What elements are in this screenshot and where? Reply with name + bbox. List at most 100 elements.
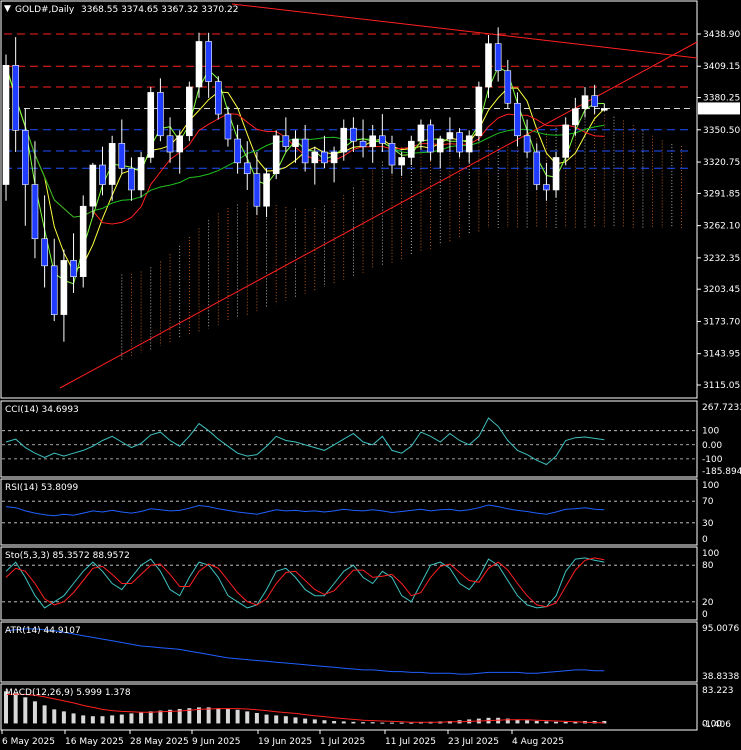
candle-body [272, 135, 280, 175]
rsi-pane[interactable]: 100 70 30 0 RSI(14) 53.8099 [0, 478, 719, 546]
pane-title: ATR(14) 44.9107 [5, 626, 81, 636]
axis-label: -100 [702, 455, 723, 465]
candle-body [465, 135, 473, 153]
macd-bar [139, 712, 144, 724]
macd-bar [245, 711, 250, 724]
pane-title: RSI(14) 53.8099 [5, 483, 78, 493]
axis-label: 100 [702, 427, 719, 437]
candle-body [350, 127, 357, 142]
candle-body [12, 65, 19, 131]
candle-body [292, 138, 299, 147]
macd-bar [274, 715, 279, 724]
candle-body [321, 151, 328, 164]
pane-title: MACD(12,26,9) 5.999 1.378 [5, 688, 131, 698]
price-tick-label: 3409.15 [703, 62, 740, 72]
trendline-up[interactable] [59, 41, 698, 389]
candle-body [128, 167, 135, 191]
indicator-line [5, 557, 605, 609]
candle-body [79, 205, 87, 277]
macd-bar [42, 705, 47, 724]
axis-label: 0.00 [702, 441, 722, 451]
candle-body [31, 184, 39, 240]
atr-pane[interactable]: 95.0076 38.8338 ATR(14) 44.9107 [0, 621, 739, 683]
pane-title: CCI(14) 34.6993 [5, 405, 79, 415]
candle-body [234, 138, 241, 164]
trendline-down[interactable] [231, 3, 698, 59]
candle-body [562, 124, 570, 158]
trendlines[interactable] [59, 3, 698, 389]
macd-bar [168, 709, 173, 724]
axis-label: 100 [702, 549, 719, 559]
candle-body [552, 157, 560, 191]
candle-body [282, 135, 290, 147]
candle-body [379, 135, 386, 144]
candle-body [311, 151, 319, 164]
axis-label: 95.0076 [702, 624, 739, 634]
macd-bar [206, 707, 211, 724]
candle-body [108, 143, 116, 185]
macd-bar [187, 708, 192, 724]
candle-body [407, 140, 415, 158]
time-tick-label: 28 May 2025 [130, 737, 189, 747]
price-pane[interactable]: 3438.90 3409.15 3380.25 3350.50 3320.75 3291.… [0, 0, 740, 399]
macd-bar [399, 722, 404, 724]
candle-body [475, 86, 483, 137]
time-tick-label: 1 Jul 2025 [320, 737, 365, 747]
macd-bar [52, 709, 57, 724]
stochastic-pane[interactable]: 100 80 20 0 Sto(5,3,3) 85.3572 88.9572 [0, 546, 719, 621]
macd-bar [23, 697, 28, 724]
macd-bar [534, 721, 539, 724]
macd-bar [225, 708, 230, 724]
pane-frame [0, 621, 698, 683]
indicator-line [5, 628, 605, 675]
indicator-line [5, 693, 605, 724]
axis-label: 30 [702, 519, 714, 529]
candle-body [243, 162, 251, 175]
macd-bar [13, 693, 18, 724]
candle-body [253, 173, 261, 207]
axis-label: -1.406 [702, 720, 731, 730]
indicator-line [5, 504, 605, 517]
candle-body [186, 86, 193, 137]
candle-body [205, 41, 212, 82]
macd-bar [525, 720, 530, 724]
candle-body [224, 113, 232, 140]
axis-label: 0 [702, 610, 708, 620]
macd-bar [283, 716, 288, 724]
macd-bar [264, 714, 269, 724]
cci-pane[interactable]: 267.7233 100 0.00 -100 -185.8945 CCI(14) 34.6… [0, 400, 741, 478]
macd-pane[interactable]: 83.223 0.00-1.406 MACD(12,26,9) 5.999 1.37… [0, 683, 734, 731]
candle-body [359, 140, 367, 147]
candle-body [446, 132, 454, 140]
symbol-label: GOLD#,Daily [15, 5, 75, 15]
candle-body [523, 135, 531, 153]
time-tick-label: 11 Jul 2025 [385, 737, 436, 747]
macd-bar [303, 718, 308, 724]
macd-bar [129, 713, 134, 724]
macd-bar [332, 721, 337, 724]
candle-body [427, 124, 434, 153]
candle-body [41, 238, 48, 267]
axis-label: 83.223 [702, 686, 734, 696]
candle-body [485, 43, 492, 88]
macd-bar [322, 720, 327, 724]
macd-bar [71, 713, 76, 724]
candle-body [99, 164, 106, 185]
axis-label: 0.00 [702, 719, 722, 729]
axis-label: 80 [702, 561, 714, 571]
macd-bar [341, 721, 346, 724]
candle-body [118, 143, 126, 169]
dropdown-arrow-icon[interactable]: ▼ [4, 4, 11, 14]
axis-label: -185.8945 [702, 467, 741, 477]
chart-header: ▼ GOLD#,Daily 3368.55 3374.65 3367.32 33… [4, 4, 238, 15]
axis-label: 267.7233 [702, 403, 741, 413]
macd-bar [515, 719, 520, 724]
macd-bar [418, 722, 423, 724]
candle-body [70, 260, 77, 277]
candle-body [195, 41, 203, 88]
ohlc-label: 3368.55 3374.65 3367.32 3370.22 [81, 5, 238, 15]
macd-bar [370, 722, 375, 724]
macd-bar [216, 708, 221, 724]
time-tick-label: 23 Jul 2025 [448, 737, 499, 747]
